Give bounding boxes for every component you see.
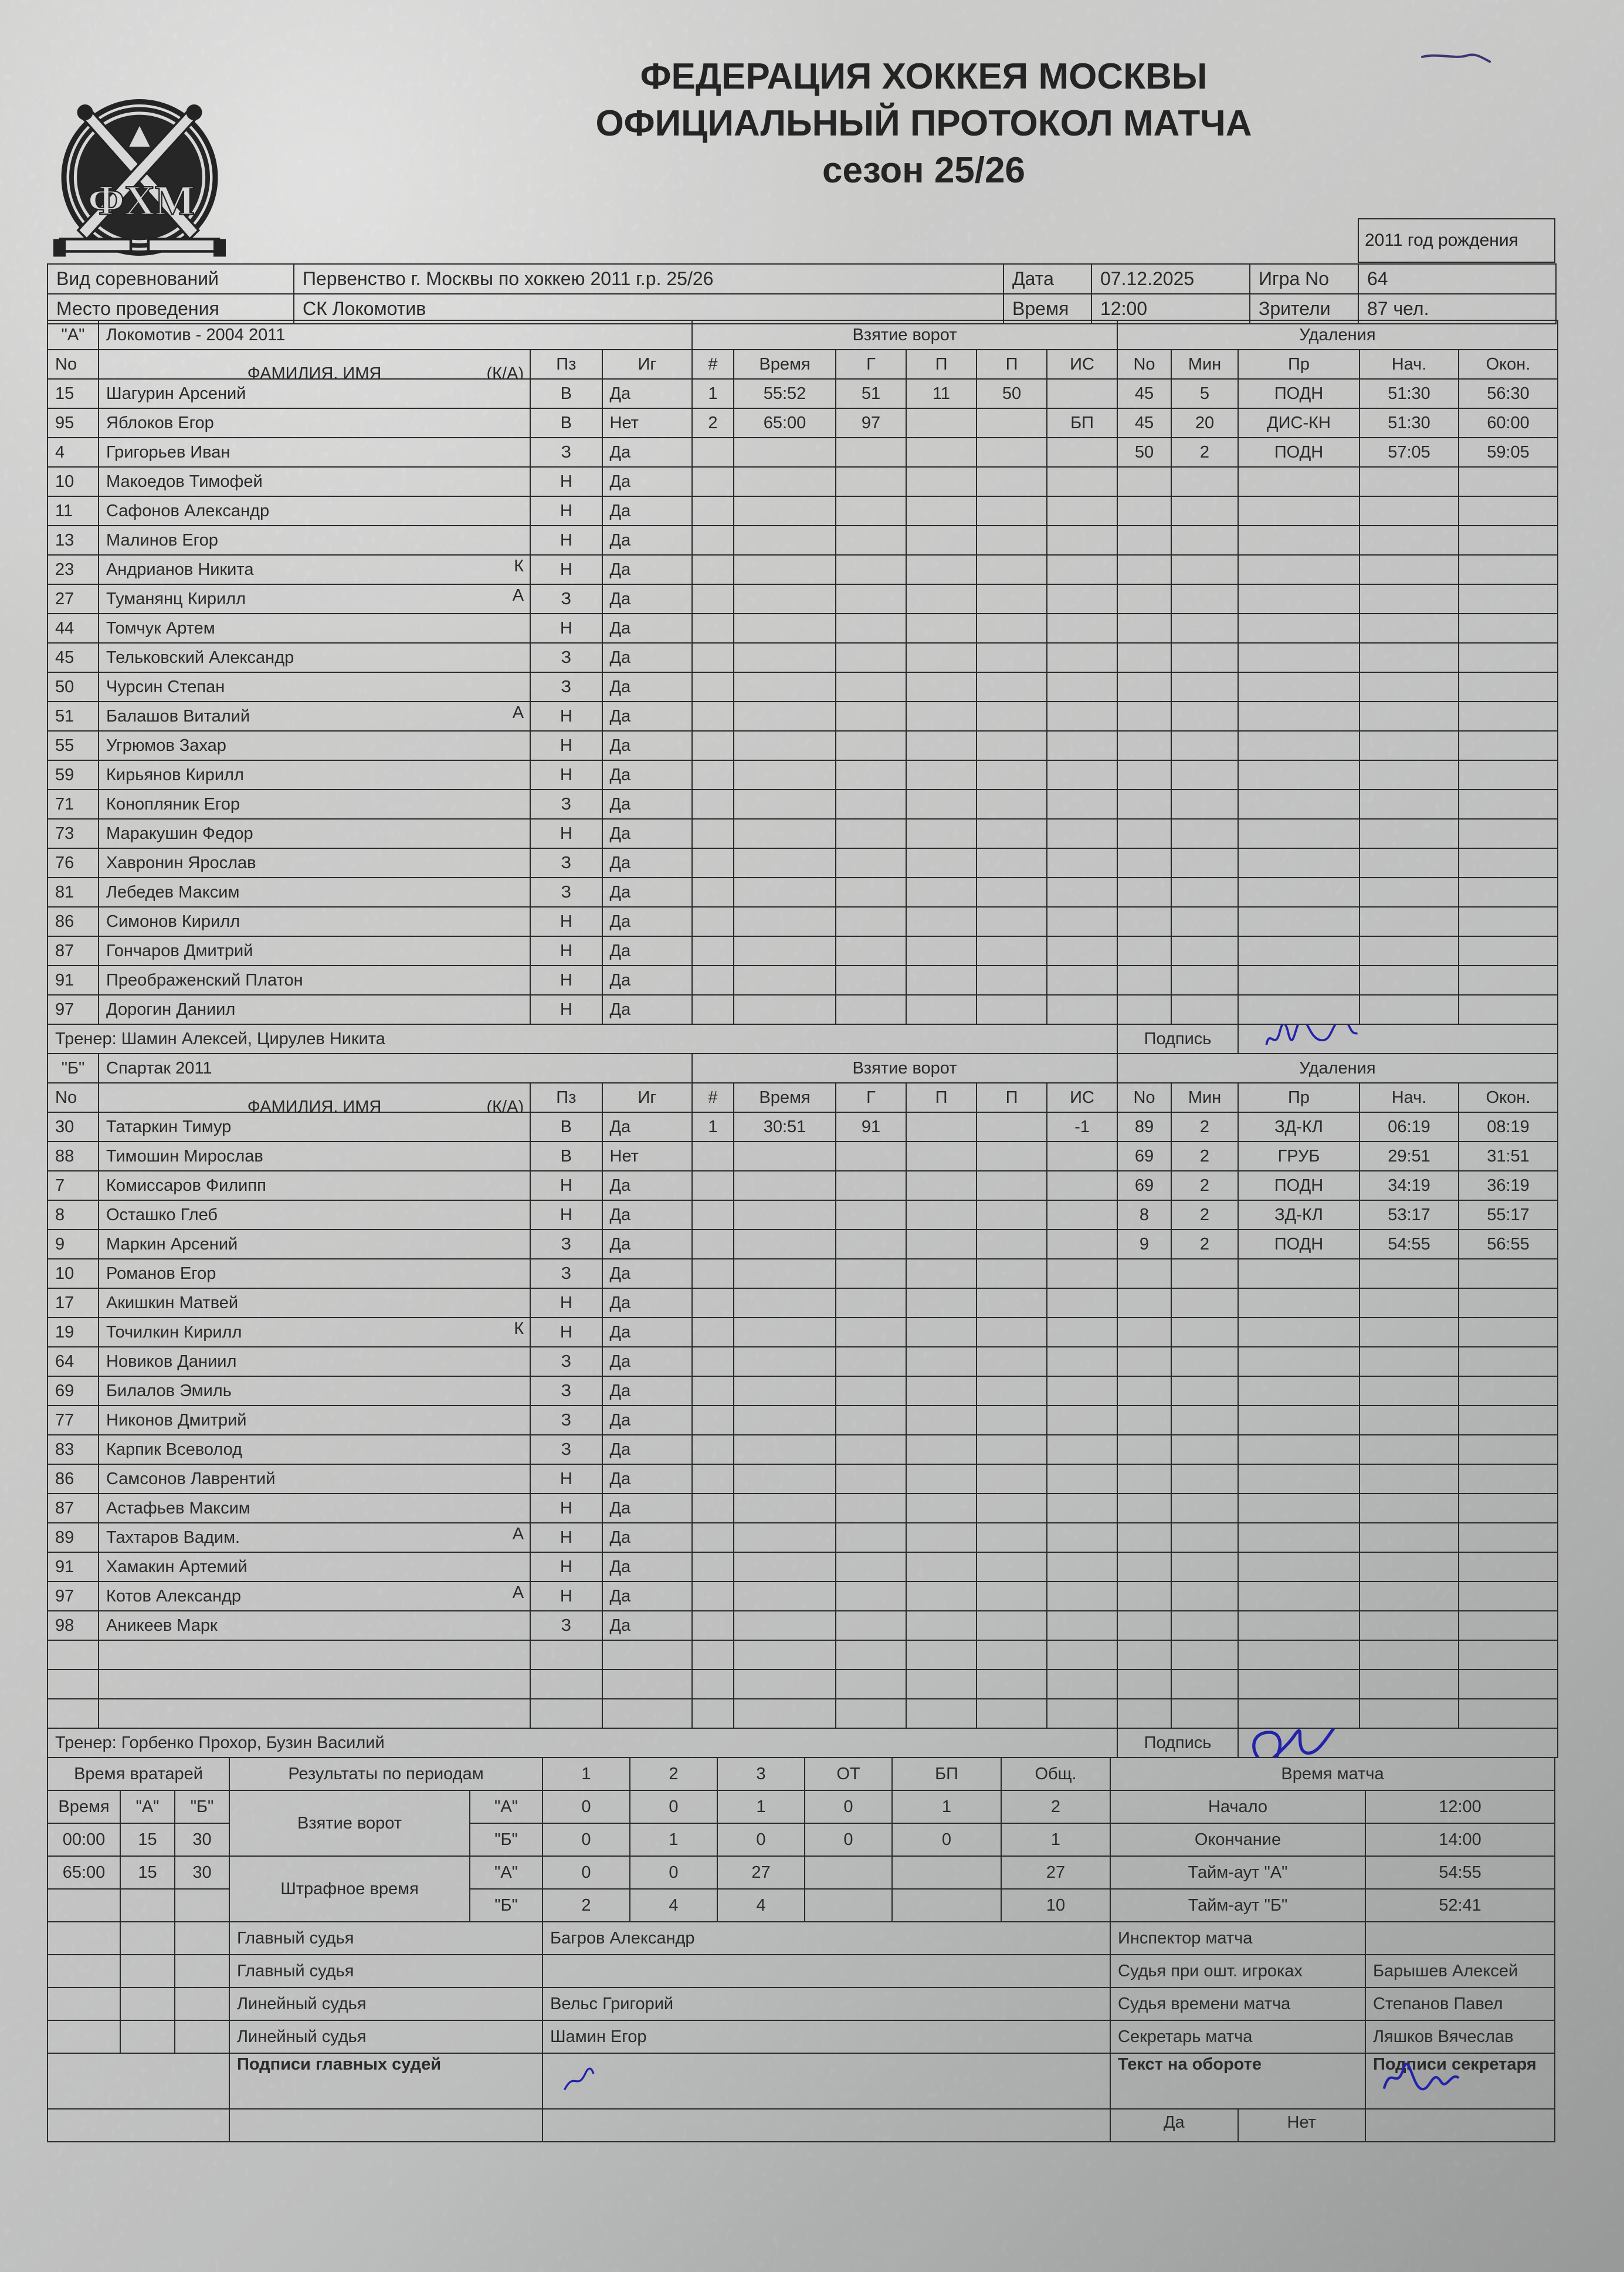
svg-text:М: М bbox=[155, 177, 195, 224]
svg-text:▲: ▲ bbox=[122, 115, 157, 154]
svg-text:Ф: Ф bbox=[88, 177, 124, 224]
svg-text:Х: Х bbox=[124, 177, 155, 224]
